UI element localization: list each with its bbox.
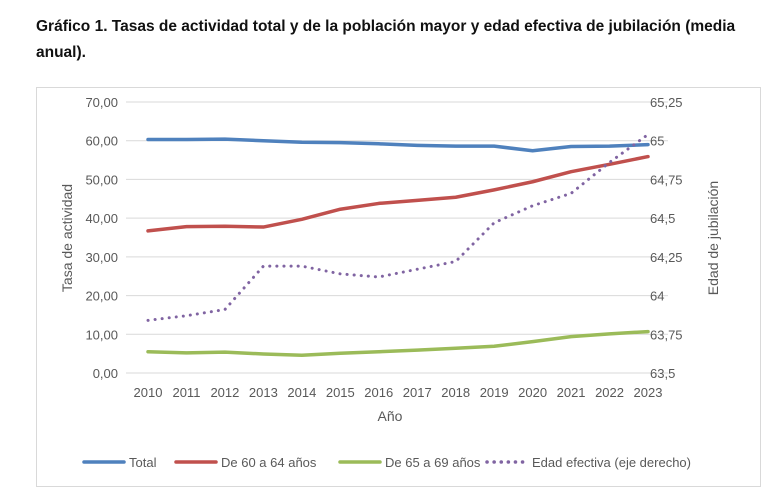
x-tick-label: 2023 [634,385,663,400]
y2-tick-label: 64,75 [650,172,683,187]
y2-tick-label: 63,5 [650,366,675,381]
y-tick-label: 70,00 [85,95,118,110]
x-tick-label: 2022 [595,385,624,400]
series-line-3 [146,133,650,322]
chart-title: Gráfico 1. Tasas de actividad total y de… [36,18,736,61]
x-tick-label: 2019 [480,385,509,400]
x-tick-label: 2011 [172,385,200,400]
y2-tick-label: 65 [650,134,664,149]
chart-frame [36,87,761,487]
x-tick-label: 2021 [557,385,586,400]
y-tick-label: 50,00 [85,172,118,187]
series-line-1 [146,154,650,233]
y-tick-label: 60,00 [85,134,118,149]
y-axis-label: Tasa de actividad [59,184,75,292]
y2-tick-label: 64 [650,289,664,304]
y2-tick-label: 65,25 [650,95,683,110]
x-tick-label: 2020 [518,385,547,400]
legend-label: Edad efectiva (eje derecho) [532,455,691,470]
y-tick-label: 10,00 [85,327,118,342]
x-tick-label: 2014 [287,385,316,400]
y-tick-label: 40,00 [85,211,118,226]
x-tick-label: 2010 [134,385,163,400]
x-tick-label: 2013 [249,385,278,400]
series-line-2 [146,329,650,357]
y2-tick-label: 63,75 [650,327,683,342]
legend-label: De 60 a 64 años [221,455,317,470]
legend-label: De 65 a 69 años [385,455,481,470]
x-tick-label: 2018 [441,385,470,400]
x-tick-label: 2012 [210,385,239,400]
x-axis-label: Año [378,408,403,424]
y-tick-label: 30,00 [85,250,118,265]
y-tick-label: 0,00 [93,366,118,381]
y2-tick-label: 64,5 [650,211,675,226]
y2-tick-label: 64,25 [650,250,683,265]
y-tick-label: 20,00 [85,289,118,304]
legend-label: Total [129,455,157,470]
x-tick-label: 2015 [326,385,355,400]
y2-axis-label: Edad de jubilación [705,181,721,295]
x-tick-label: 2016 [364,385,393,400]
series-line-0 [146,137,650,153]
x-tick-label: 2017 [403,385,432,400]
